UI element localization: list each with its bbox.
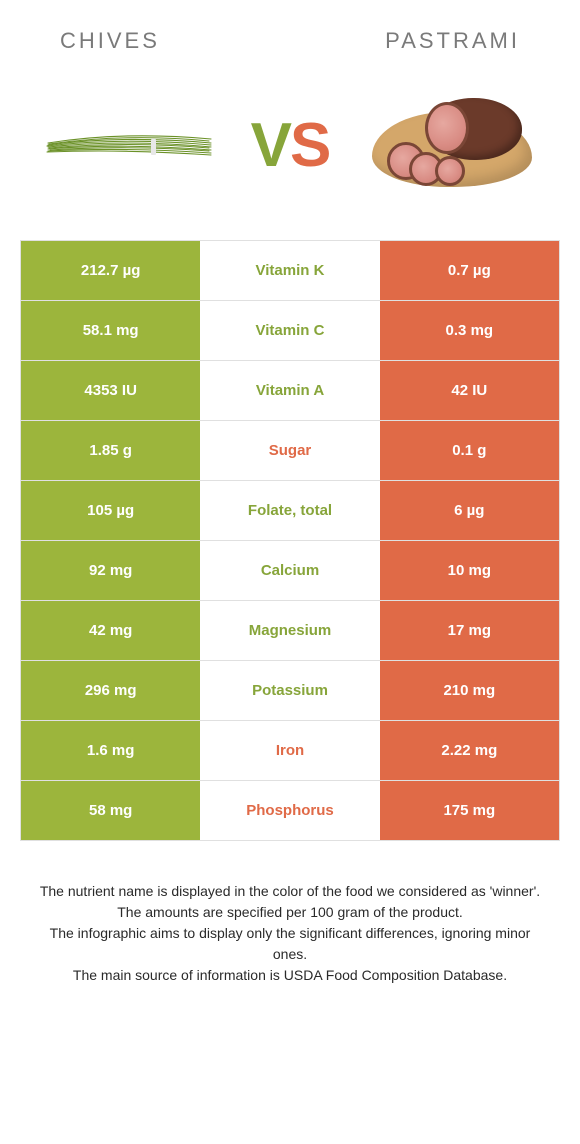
value-left: 212.7 µg: [21, 241, 200, 300]
value-right: 0.3 mg: [380, 301, 559, 360]
table-row: 4353 IUVitamin A42 IU: [21, 361, 559, 421]
footer-line: The main source of information is USDA F…: [36, 965, 544, 986]
value-left: 58.1 mg: [21, 301, 200, 360]
value-right: 0.7 µg: [380, 241, 559, 300]
table-row: 1.6 mgIron2.22 mg: [21, 721, 559, 781]
value-right: 175 mg: [380, 781, 559, 840]
value-right: 6 µg: [380, 481, 559, 540]
table-row: 58 mgPhosphorus175 mg: [21, 781, 559, 841]
table-row: 212.7 µgVitamin K0.7 µg: [21, 241, 559, 301]
footer-line: The amounts are specified per 100 gram o…: [36, 902, 544, 923]
table-row: 296 mgPotassium210 mg: [21, 661, 559, 721]
footer-notes: The nutrient name is displayed in the co…: [0, 841, 580, 986]
nutrient-name: Potassium: [200, 661, 379, 720]
table-row: 58.1 mgVitamin C0.3 mg: [21, 301, 559, 361]
nutrient-name: Magnesium: [200, 601, 379, 660]
pastrami-image: [357, 90, 547, 200]
vs-s: S: [290, 111, 329, 180]
table-row: 92 mgCalcium10 mg: [21, 541, 559, 601]
vs-row: VS: [0, 90, 580, 240]
nutrient-name: Vitamin C: [200, 301, 379, 360]
value-left: 105 µg: [21, 481, 200, 540]
value-right: 17 mg: [380, 601, 559, 660]
value-left: 58 mg: [21, 781, 200, 840]
value-left: 42 mg: [21, 601, 200, 660]
value-left: 92 mg: [21, 541, 200, 600]
value-right: 2.22 mg: [380, 721, 559, 780]
table-row: 42 mgMagnesium17 mg: [21, 601, 559, 661]
value-left: 296 mg: [21, 661, 200, 720]
nutrient-name: Calcium: [200, 541, 379, 600]
value-left: 1.85 g: [21, 421, 200, 480]
nutrient-name: Sugar: [200, 421, 379, 480]
table-row: 105 µgFolate, total6 µg: [21, 481, 559, 541]
footer-line: The infographic aims to display only the…: [36, 923, 544, 965]
value-right: 42 IU: [380, 361, 559, 420]
title-right: Pastrami: [385, 28, 520, 54]
value-right: 210 mg: [380, 661, 559, 720]
value-right: 10 mg: [380, 541, 559, 600]
nutrient-name: Phosphorus: [200, 781, 379, 840]
title-left: Chives: [60, 28, 160, 54]
value-left: 4353 IU: [21, 361, 200, 420]
chives-image: [33, 90, 223, 200]
nutrient-name: Iron: [200, 721, 379, 780]
footer-line: The nutrient name is displayed in the co…: [36, 881, 544, 902]
vs-label: VS: [251, 110, 330, 181]
value-right: 0.1 g: [380, 421, 559, 480]
nutrient-name: Vitamin K: [200, 241, 379, 300]
nutrient-name: Folate, total: [200, 481, 379, 540]
nutrient-name: Vitamin A: [200, 361, 379, 420]
nutrient-table: 212.7 µgVitamin K0.7 µg58.1 mgVitamin C0…: [20, 240, 560, 841]
value-left: 1.6 mg: [21, 721, 200, 780]
vs-v: V: [251, 111, 290, 180]
table-row: 1.85 gSugar0.1 g: [21, 421, 559, 481]
header: Chives Pastrami: [0, 28, 580, 90]
